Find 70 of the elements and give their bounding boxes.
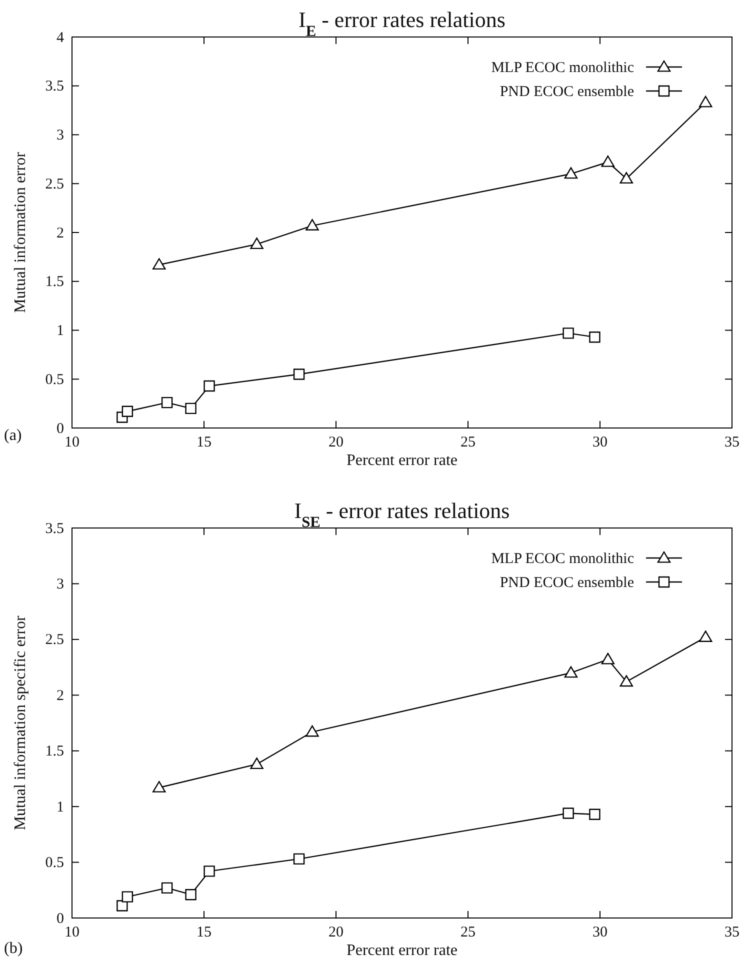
legend-label: PND ECOC ensemble — [500, 84, 634, 100]
y-tick-label: 3 — [56, 576, 64, 593]
x-tick-label: 20 — [328, 434, 344, 451]
y-tick-label: 3 — [56, 128, 64, 144]
point — [293, 853, 305, 865]
point — [250, 758, 264, 770]
legend-label: PND ECOC ensemble — [500, 575, 634, 591]
y-tick-label: 0.5 — [45, 372, 64, 388]
y-tick-label: 3.5 — [45, 78, 64, 95]
point — [204, 380, 215, 392]
chart-title: I$_{E}$ - error rates relations — [298, 7, 506, 40]
point — [293, 368, 305, 380]
chart-title: I$_{SE}$ - error rates relations — [294, 498, 510, 530]
x-tick-label: 35 — [724, 924, 740, 941]
y-tick-label: 2.5 — [45, 176, 64, 192]
point — [564, 666, 578, 678]
x-tick-label: 30 — [592, 434, 608, 451]
x-tick-label: 15 — [196, 434, 212, 451]
point — [620, 172, 633, 184]
x-tick-label: 30 — [592, 924, 608, 941]
x-tick-label: 10 — [64, 434, 80, 451]
point — [152, 258, 166, 270]
y-tick-label: 1.5 — [45, 274, 64, 290]
y-tick-label: 4 — [56, 30, 64, 46]
text: (a) — [4, 427, 22, 444]
point — [116, 900, 128, 912]
y-tick-label: 1 — [56, 323, 64, 340]
y-tick-label: 2 — [56, 225, 64, 242]
y-tick-label: 0 — [56, 420, 64, 437]
point — [620, 675, 633, 687]
x-tick-label: 15 — [196, 924, 212, 941]
point — [161, 396, 173, 408]
x-tick-label: 35 — [724, 434, 740, 451]
x-tick-label: 20 — [328, 924, 344, 941]
point — [161, 882, 173, 894]
point — [601, 652, 615, 664]
point — [152, 781, 166, 792]
point — [204, 866, 215, 877]
legend-label: MLP ECOC monolithic — [491, 60, 634, 76]
point — [562, 808, 574, 819]
y-axis-title: Mutual information error — [12, 151, 29, 313]
y-tick-label: 0.5 — [45, 855, 64, 872]
point — [122, 406, 134, 417]
point — [589, 808, 600, 820]
point — [564, 167, 578, 179]
point — [562, 328, 574, 339]
y-axis-title: Mutual information specific error — [12, 615, 29, 830]
x-tick-label: 25 — [460, 924, 476, 941]
y-tick-label: 2 — [56, 688, 64, 704]
y-tick-label: 3.5 — [45, 520, 64, 537]
y-tick-label: 0 — [56, 910, 64, 927]
point — [250, 238, 264, 250]
text: (b) — [4, 940, 23, 957]
x-axis-title: Percent error rate — [346, 452, 458, 469]
point — [589, 331, 600, 343]
point — [699, 630, 712, 642]
point — [122, 891, 134, 902]
x-tick-label: 10 — [64, 924, 80, 941]
y-tick-label: 2.5 — [45, 632, 64, 648]
point — [306, 219, 319, 230]
x-axis-title: Percent error rate — [346, 942, 458, 959]
point — [185, 402, 196, 414]
point — [185, 889, 196, 900]
point — [601, 156, 615, 167]
x-tick-label: 25 — [460, 434, 476, 451]
legend-label: MLP ECOC monolithic — [491, 551, 634, 567]
y-tick-label: 1.5 — [45, 744, 64, 760]
point — [306, 725, 319, 737]
y-tick-label: 1 — [56, 799, 64, 816]
point — [699, 96, 712, 108]
